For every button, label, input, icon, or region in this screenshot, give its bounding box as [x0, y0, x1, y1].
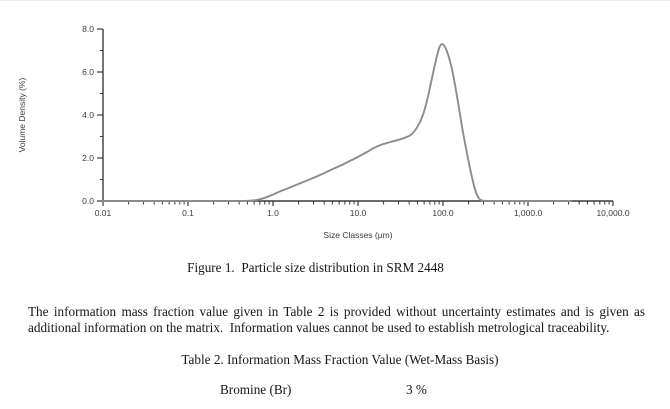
x-tick-label: 1.0 [267, 208, 279, 218]
analyte-value: 3 % [406, 382, 427, 397]
x-tick-label: 100.0 [432, 208, 454, 218]
y-tick-label: 0.0 [82, 196, 94, 206]
analyte-name: Bromine (Br) [220, 382, 292, 397]
y-tick-label: 8.0 [82, 24, 94, 34]
y-axis-title: Volume Density (%) [17, 78, 27, 153]
x-tick-label: 10.0 [350, 208, 367, 218]
table2-caption: Table 2. Information Mass Fraction Value… [181, 352, 499, 367]
paragraph-line-1: The information mass fraction value give… [28, 304, 645, 319]
distribution-curve [102, 43, 572, 202]
y-tick-label: 4.0 [82, 110, 94, 120]
particle-size-chart: 0.0 2.0 4.0 6.0 8.0 0.01 0.1 1.0 10.0 100.0 1,000.… [17, 24, 630, 240]
page-top-edge [0, 0, 670, 1]
figure1-chart-region: 0.0 2.0 4.0 6.0 8.0 0.01 0.1 1.0 10.0 100.0 1,000.… [17, 24, 630, 240]
x-tick-label: 10,000.0 [596, 208, 629, 218]
paragraph-line-2: additional information on the matrix. In… [28, 319, 610, 335]
y-tick-label: 6.0 [82, 67, 94, 77]
x-tick-label: 1,000.0 [514, 208, 543, 218]
x-axis-title: Size Classes (µm) [323, 230, 392, 240]
y-tick-label: 2.0 [82, 153, 94, 163]
x-tick-label: 0.01 [95, 208, 112, 218]
figure-caption: Figure 1. Particle size distribution in … [187, 260, 444, 275]
x-tick-label: 0.1 [182, 208, 194, 218]
body-paragraph: The information mass fraction value give… [28, 304, 645, 335]
